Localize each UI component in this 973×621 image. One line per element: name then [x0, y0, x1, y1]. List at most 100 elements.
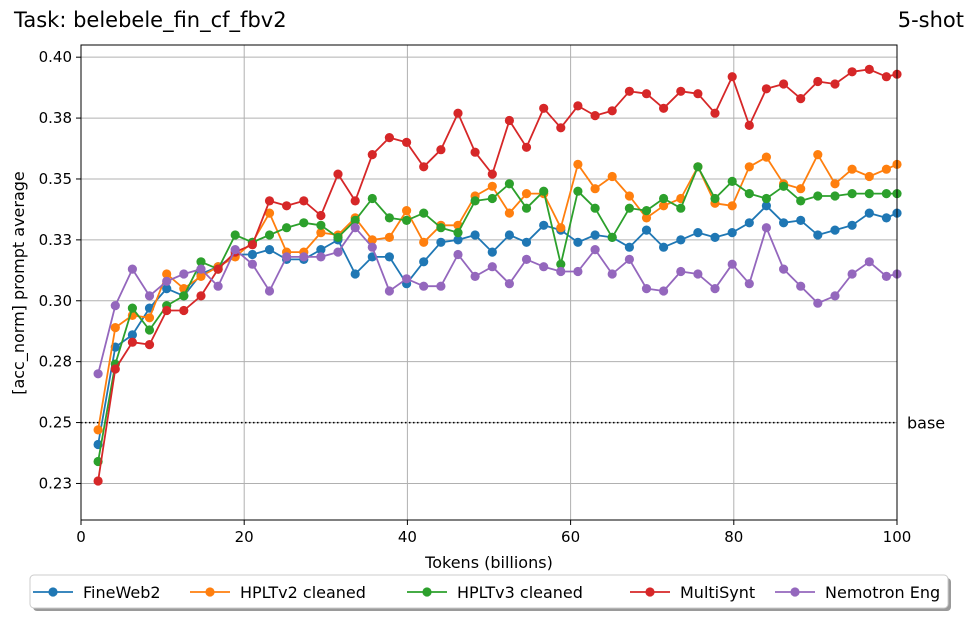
data-point-multisynt: [590, 111, 600, 121]
data-point-hpltv3-cleaned: [419, 208, 429, 218]
data-point-multisynt: [813, 76, 823, 87]
data-point-hpltv3-cleaned: [693, 162, 703, 172]
data-point-hpltv3-cleaned: [350, 215, 360, 225]
data-point-multisynt: [727, 72, 737, 82]
data-point-fineweb2: [127, 330, 137, 340]
series-nemotron-eng: [93, 223, 902, 379]
y-tick-label: 0.30: [39, 292, 72, 310]
legend-marker: [48, 587, 58, 597]
data-point-hpltv2-cleaned: [744, 162, 754, 172]
data-point-nemotron-eng: [144, 291, 155, 301]
data-point-hpltv2-cleaned: [162, 269, 172, 279]
data-point-multisynt: [573, 101, 583, 111]
data-point-nemotron-eng: [316, 252, 326, 262]
legend-label: FineWeb2: [83, 583, 161, 602]
data-point-multisynt: [213, 264, 223, 274]
data-point-multisynt: [470, 147, 480, 157]
data-point-hpltv3-cleaned: [796, 196, 806, 206]
legend-entry-fineweb2: FineWeb2: [33, 583, 161, 602]
data-point-nemotron-eng: [761, 223, 772, 233]
data-point-multisynt: [761, 84, 772, 94]
data-point-hpltv3-cleaned: [144, 325, 155, 335]
y-axis-label: [acc_norm] prompt average: [9, 171, 29, 395]
data-point-nemotron-eng: [179, 269, 189, 279]
legend-entry-nemotron-eng: Nemotron Eng: [775, 583, 940, 602]
grid-lines: [81, 45, 897, 520]
legend-items: FineWeb2 HPLTv2 cleaned HPLTv3 cleaned Mult…: [33, 583, 940, 602]
data-point-nemotron-eng: [607, 269, 617, 279]
data-point-fineweb2: [162, 284, 172, 294]
data-point-hpltv3-cleaned: [813, 191, 823, 201]
data-point-hpltv2-cleaned: [93, 425, 103, 435]
data-point-hpltv3-cleaned: [830, 191, 840, 201]
data-point-nemotron-eng: [247, 259, 257, 269]
data-point-nemotron-eng: [881, 271, 892, 281]
data-point-multisynt: [127, 337, 137, 347]
data-point-nemotron-eng: [590, 245, 600, 255]
data-point-hpltv2-cleaned: [761, 152, 772, 162]
x-tick-label: 0: [76, 528, 86, 546]
data-point-hpltv3-cleaned: [539, 186, 549, 196]
data-point-multisynt: [162, 305, 172, 316]
data-point-hpltv3-cleaned: [779, 181, 789, 191]
data-point-nemotron-eng: [796, 281, 806, 291]
series-group: [93, 64, 902, 486]
data-point-fineweb2: [710, 232, 720, 242]
data-point-hpltv3-cleaned: [264, 230, 275, 240]
data-point-hpltv3-cleaned: [487, 193, 497, 204]
data-point-fineweb2: [641, 225, 652, 235]
data-point-hpltv3-cleaned: [521, 203, 532, 213]
data-point-multisynt: [693, 89, 703, 99]
data-point-fineweb2: [573, 237, 583, 247]
data-point-fineweb2: [436, 237, 446, 247]
legend-label: Nemotron Eng: [825, 583, 940, 602]
data-point-fineweb2: [693, 228, 703, 238]
data-point-hpltv2-cleaned: [830, 179, 840, 189]
x-tick-label: 40: [398, 528, 417, 546]
data-point-fineweb2: [830, 225, 840, 235]
data-point-hpltv3-cleaned: [710, 193, 720, 204]
data-point-multisynt: [710, 108, 720, 118]
data-point-multisynt: [744, 120, 754, 130]
data-point-hpltv2-cleaned: [864, 171, 874, 182]
data-point-multisynt: [316, 210, 326, 221]
data-point-nemotron-eng: [419, 281, 429, 291]
data-point-nemotron-eng: [230, 245, 240, 255]
data-point-fineweb2: [247, 249, 257, 260]
x-tick-label: 60: [561, 528, 580, 546]
data-point-nemotron-eng: [847, 269, 857, 279]
data-point-multisynt: [607, 106, 617, 116]
data-point-hpltv3-cleaned: [127, 303, 137, 313]
legend-label: MultiSynt: [680, 583, 755, 602]
data-point-fineweb2: [744, 218, 754, 228]
data-point-fineweb2: [264, 245, 275, 255]
data-point-hpltv3-cleaned: [676, 203, 686, 213]
data-point-hpltv3-cleaned: [196, 257, 206, 267]
data-point-nemotron-eng: [504, 279, 514, 289]
data-point-hpltv3-cleaned: [504, 179, 514, 189]
data-point-hpltv2-cleaned: [607, 171, 617, 182]
data-point-multisynt: [556, 123, 566, 133]
data-point-nemotron-eng: [264, 286, 275, 296]
data-point-multisynt: [847, 67, 857, 77]
data-point-multisynt: [264, 196, 275, 206]
data-point-hpltv3-cleaned: [659, 193, 669, 204]
data-point-hpltv2-cleaned: [384, 232, 394, 242]
data-point-multisynt: [881, 72, 892, 82]
data-point-hpltv3-cleaned: [316, 220, 326, 230]
data-point-nemotron-eng: [350, 223, 360, 233]
data-point-hpltv2-cleaned: [367, 235, 377, 245]
data-point-hpltv3-cleaned: [333, 232, 343, 242]
data-point-fineweb2: [590, 230, 600, 240]
data-point-nemotron-eng: [282, 252, 292, 262]
x-tick-label: 80: [724, 528, 743, 546]
legend-box: [29, 574, 949, 609]
legend-marker: [790, 587, 800, 597]
data-point-multisynt: [453, 108, 463, 118]
data-point-multisynt: [402, 137, 412, 147]
data-point-nemotron-eng: [641, 284, 652, 294]
data-point-hpltv3-cleaned: [230, 230, 240, 240]
series-line-nemotron-eng: [97, 226, 898, 375]
data-point-nemotron-eng: [676, 266, 686, 277]
